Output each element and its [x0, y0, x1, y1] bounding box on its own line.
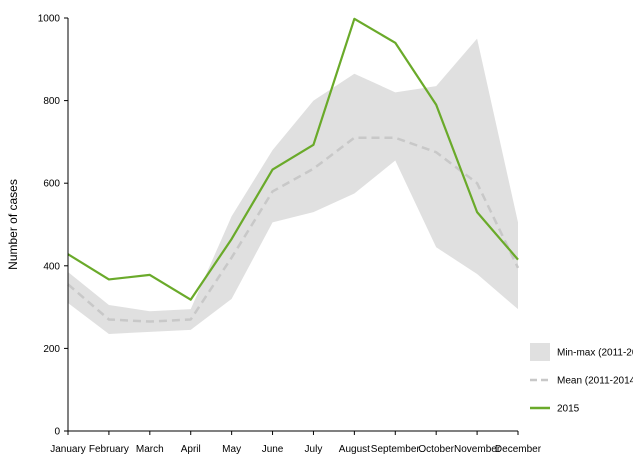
x-tick-label: November — [454, 444, 501, 455]
y-tick-label: 200 — [43, 344, 60, 355]
y-tick-label: 400 — [43, 261, 60, 272]
band-layer — [68, 38, 518, 334]
legend-label: 2015 — [557, 404, 580, 415]
series-line-2015 — [67, 17, 519, 301]
y-tick-label: 600 — [43, 179, 60, 190]
legend: Min-max (2011-2014) Mean (2011-2014) 2015 — [530, 343, 633, 415]
x-tick-label: February — [89, 444, 129, 455]
x-tick-label: July — [305, 444, 323, 455]
series-band-min-max — [68, 38, 518, 334]
y-tick-label: 800 — [43, 96, 60, 107]
x-tick-label: June — [262, 444, 284, 455]
x-tick-label: April — [181, 444, 201, 455]
axes — [67, 18, 518, 432]
x-tick-label: December — [495, 444, 542, 455]
series-layer — [67, 17, 520, 323]
x-tick-label: August — [339, 444, 370, 455]
x-tick-label: September — [371, 444, 421, 455]
y-tick-label: 0 — [54, 427, 60, 438]
x-tick-label: March — [136, 444, 164, 455]
legend-swatch-band — [530, 343, 550, 361]
x-tick-label: October — [418, 444, 454, 455]
x-ticks: January February March April May June July Augu… — [50, 431, 542, 455]
legend-label: Min-max (2011-2014) — [557, 348, 633, 359]
y-axis-title: Number of cases — [6, 179, 20, 270]
legend-label: Mean (2011-2014) — [557, 376, 633, 387]
y-tick-label: 1000 — [38, 14, 61, 25]
x-tick-label: January — [50, 444, 86, 455]
x-tick-label: May — [222, 444, 241, 455]
y-ticks: 0 200 400 600 800 1000 — [38, 14, 68, 438]
